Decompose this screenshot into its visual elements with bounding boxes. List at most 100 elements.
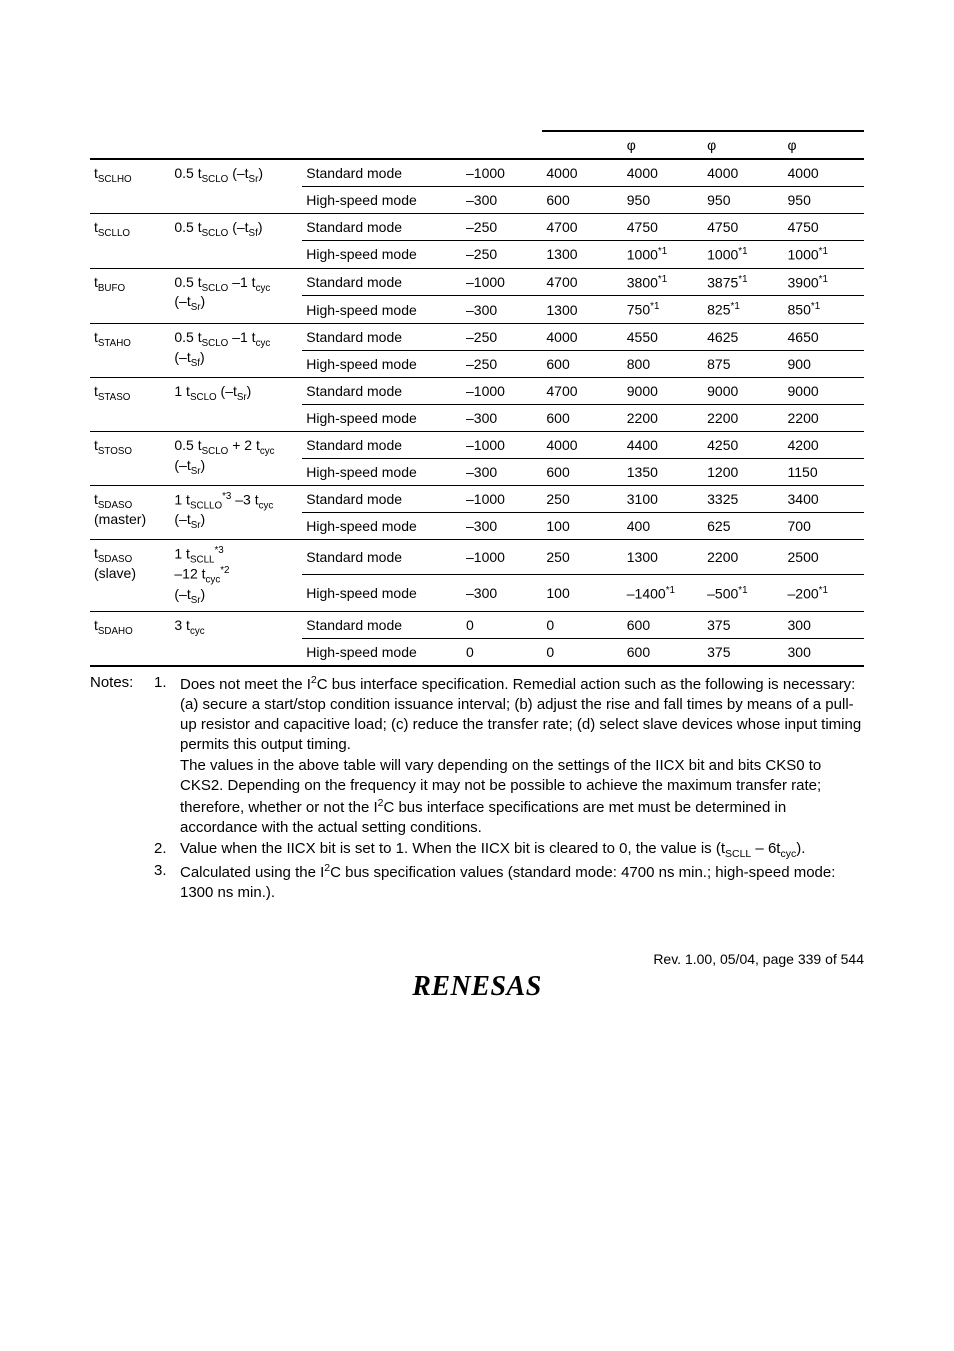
formula-cell: 0.5 tSCLO –1 tcyc(–tSr) xyxy=(170,268,302,323)
value-cell: 4650 xyxy=(784,323,864,350)
value-cell: 4000 xyxy=(703,159,783,187)
value-cell: 400 xyxy=(623,512,703,539)
value-cell: 4550 xyxy=(623,323,703,350)
note-item: 2.Value when the IICX bit is set to 1. W… xyxy=(90,839,864,861)
value-cell: 1350 xyxy=(623,458,703,485)
value-cell: High-speed mode xyxy=(302,512,462,539)
value-cell: Standard mode xyxy=(302,485,462,512)
value-cell: 950 xyxy=(703,187,783,214)
value-cell: 0 xyxy=(462,638,542,666)
item-cell: tSTAHO xyxy=(90,323,170,377)
item-cell: tSTASO xyxy=(90,377,170,431)
value-cell: 1150 xyxy=(784,458,864,485)
table-row: tSTAHO0.5 tSCLO –1 tcyc(–tSf)Standard mo… xyxy=(90,323,864,350)
value-cell: 1000*1 xyxy=(623,241,703,269)
value-cell: 3900*1 xyxy=(784,268,864,296)
renesas-logo: RENESAS xyxy=(90,971,864,1003)
value-cell: 3325 xyxy=(703,485,783,512)
header-phi: φ xyxy=(703,131,783,159)
value-cell: 3100 xyxy=(623,485,703,512)
value-cell: Standard mode xyxy=(302,323,462,350)
value-cell: 300 xyxy=(784,638,864,666)
formula-cell: 1 tSCLLO*3 –3 tcyc(–tSr) xyxy=(170,485,302,539)
value-cell: 0 xyxy=(462,611,542,638)
value-cell: 900 xyxy=(784,350,864,377)
value-cell: 3875*1 xyxy=(703,268,783,296)
value-cell: High-speed mode xyxy=(302,575,462,611)
value-cell: 600 xyxy=(542,187,622,214)
note-item: Notes:1.Does not meet the I2C bus interf… xyxy=(90,673,864,839)
value-cell: 1300 xyxy=(623,539,703,574)
table-row: tSTASO1 tSCLO (–tSr)Standard mode–100047… xyxy=(90,377,864,404)
formula-cell: 1 tSCLO (–tSr) xyxy=(170,377,302,431)
value-cell: High-speed mode xyxy=(302,296,462,324)
value-cell: High-speed mode xyxy=(302,350,462,377)
value-cell: –1000 xyxy=(462,268,542,296)
value-cell: 4750 xyxy=(784,214,864,241)
value-cell: 4750 xyxy=(623,214,703,241)
value-cell: –300 xyxy=(462,296,542,324)
value-cell: 0 xyxy=(542,638,622,666)
formula-cell: 0.5 tSCLO –1 tcyc(–tSf) xyxy=(170,323,302,377)
value-cell: 4700 xyxy=(542,268,622,296)
note-number: 1. xyxy=(154,673,180,839)
table-row: tSTOSO0.5 tSCLO + 2 tcyc(–tSr)Standard m… xyxy=(90,431,864,458)
timing-table: φ φ φ tSCLHO0.5 tSCLO (–tSr)Standard mod… xyxy=(90,130,864,667)
value-cell: Standard mode xyxy=(302,539,462,574)
value-cell: 600 xyxy=(623,611,703,638)
value-cell: Standard mode xyxy=(302,159,462,187)
value-cell: –300 xyxy=(462,187,542,214)
value-cell: –1400*1 xyxy=(623,575,703,611)
value-cell: –250 xyxy=(462,350,542,377)
item-cell: tSDASO(master) xyxy=(90,485,170,539)
header-blank xyxy=(462,131,542,159)
value-cell: –300 xyxy=(462,512,542,539)
note-number: 3. xyxy=(154,861,180,904)
value-cell: 1200 xyxy=(703,458,783,485)
value-cell: 1000*1 xyxy=(703,241,783,269)
value-cell: 600 xyxy=(542,458,622,485)
value-cell: 1300 xyxy=(542,241,622,269)
note-text: Value when the IICX bit is set to 1. Whe… xyxy=(180,839,864,861)
value-cell: 850*1 xyxy=(784,296,864,324)
note-number: 2. xyxy=(154,839,180,861)
value-cell: 2200 xyxy=(703,404,783,431)
value-cell: –200*1 xyxy=(784,575,864,611)
value-cell: 250 xyxy=(542,539,622,574)
value-cell: 625 xyxy=(703,512,783,539)
header-blank xyxy=(90,131,170,159)
value-cell: 875 xyxy=(703,350,783,377)
value-cell: 1300 xyxy=(542,296,622,324)
value-cell: 4625 xyxy=(703,323,783,350)
item-cell: tSDASO(slave) xyxy=(90,539,170,611)
value-cell: 2200 xyxy=(623,404,703,431)
value-cell: –1000 xyxy=(462,159,542,187)
formula-cell: 0.5 tSCLO (–tSf) xyxy=(170,214,302,269)
value-cell: 4750 xyxy=(703,214,783,241)
value-cell: 375 xyxy=(703,611,783,638)
value-cell: 800 xyxy=(623,350,703,377)
value-cell: 100 xyxy=(542,575,622,611)
formula-cell: 1 tSCLL*3–12 tcyc*2(–tSr) xyxy=(170,539,302,611)
value-cell: 4400 xyxy=(623,431,703,458)
header-phi: φ xyxy=(623,131,703,159)
value-cell: –1000 xyxy=(462,431,542,458)
value-cell: 9000 xyxy=(784,377,864,404)
value-cell: 250 xyxy=(542,485,622,512)
value-cell: 600 xyxy=(623,638,703,666)
header-phi: φ xyxy=(784,131,864,159)
value-cell: High-speed mode xyxy=(302,241,462,269)
value-cell: 2500 xyxy=(784,539,864,574)
notes-label xyxy=(90,861,154,904)
value-cell: –250 xyxy=(462,323,542,350)
value-cell: –250 xyxy=(462,241,542,269)
value-cell: –1000 xyxy=(462,539,542,574)
value-cell: 825*1 xyxy=(703,296,783,324)
value-cell: 600 xyxy=(542,404,622,431)
value-cell: 700 xyxy=(784,512,864,539)
value-cell: –1000 xyxy=(462,485,542,512)
value-cell: Standard mode xyxy=(302,214,462,241)
value-cell: 4000 xyxy=(542,323,622,350)
note-item: 3.Calculated using the I2C bus specifica… xyxy=(90,861,864,904)
formula-cell: 3 tcyc xyxy=(170,611,302,666)
